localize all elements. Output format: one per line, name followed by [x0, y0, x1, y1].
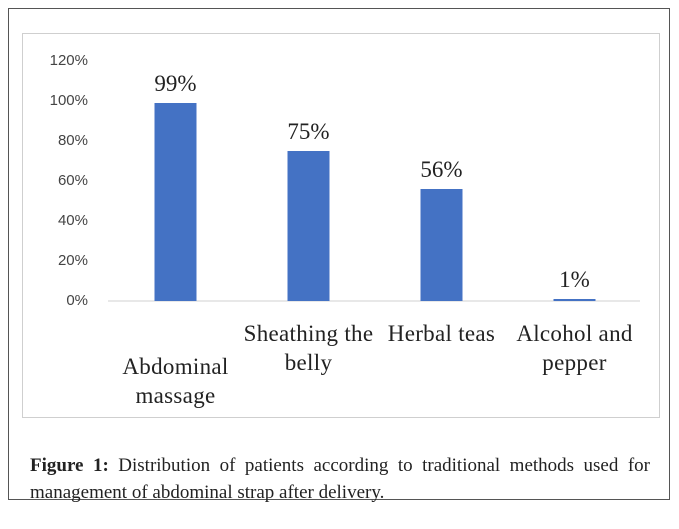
- value-label: 56%: [420, 157, 462, 182]
- y-tick-label: 100%: [50, 92, 88, 109]
- caption: Figure 1: Distribution of patients accor…: [30, 452, 650, 506]
- value-label: 99%: [154, 71, 196, 96]
- bar: [420, 189, 463, 301]
- caption-label: Figure 1:: [30, 455, 109, 476]
- y-tick-label: 0%: [66, 292, 88, 309]
- y-tick-label: 40%: [58, 212, 88, 229]
- chart-area: [22, 33, 660, 418]
- x-tick-label: Sheathing the belly: [243, 321, 374, 375]
- value-label: 75%: [287, 119, 329, 144]
- bar: [553, 299, 596, 301]
- x-tick-label: Herbal teas: [387, 321, 496, 346]
- bar: [154, 103, 197, 301]
- bar: [287, 151, 330, 301]
- y-tick-label: 120%: [50, 52, 88, 69]
- value-label: 1%: [559, 267, 590, 292]
- y-tick-label: 80%: [58, 132, 88, 149]
- caption-text: Distribution of patients according to tr…: [30, 455, 650, 503]
- y-tick-label: 20%: [58, 252, 88, 269]
- x-tick-label: Alcohol and pepper: [516, 321, 633, 375]
- y-tick-label: 60%: [58, 172, 88, 189]
- figure-frame: [8, 8, 670, 500]
- x-tick-label: Abdominal massage: [122, 354, 229, 408]
